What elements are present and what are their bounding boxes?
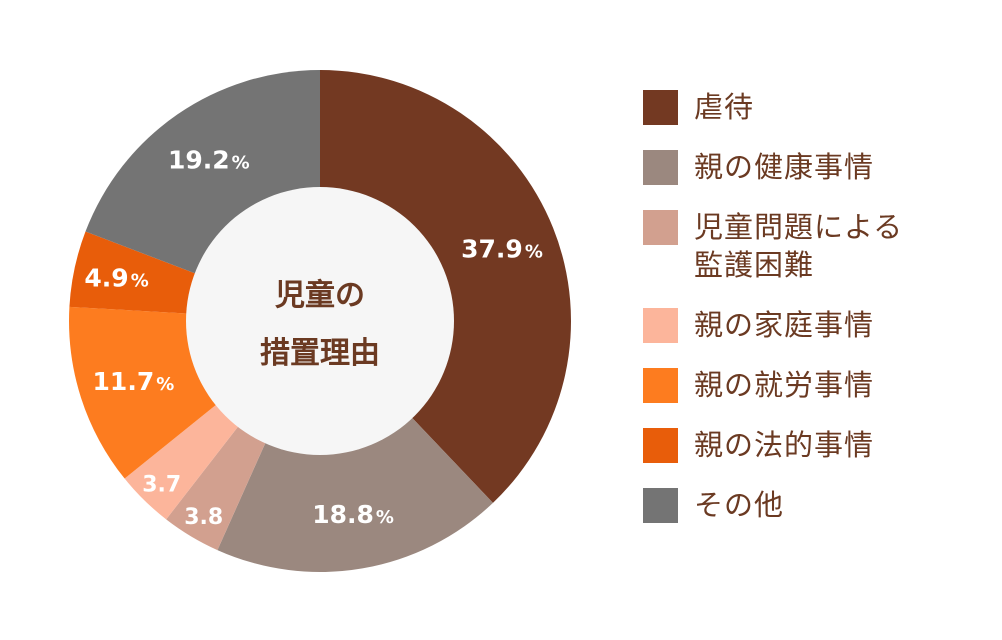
legend-swatch (643, 488, 678, 523)
legend-label: 親の就労事情 (694, 366, 874, 404)
legend-swatch (643, 150, 678, 185)
legend-item-4: 親の家庭事情 (643, 306, 983, 344)
legend-label-line: 虐待 (694, 90, 755, 124)
legend-label-line: 親の家庭事情 (694, 308, 875, 342)
legend-label: その他 (694, 486, 784, 524)
legend-swatch (643, 428, 678, 463)
legend-label-line: 親の法的事情 (694, 428, 875, 462)
legend-label: 親の法的事情 (694, 426, 874, 464)
donut-hole (186, 187, 454, 455)
legend-label: 虐待 (694, 88, 754, 126)
legend: 虐待 親の健康事情 児童問題による 監護困難 親の家庭事情 親の就労事情 親の法的事情 その他 (643, 88, 983, 524)
legend-item-5: 親の就労事情 (643, 366, 983, 404)
legend-swatch (643, 308, 678, 343)
center-label-line-2: 措置理由 (260, 336, 380, 371)
slice-labels: 37.9 % 18.8 % 3.83.7 11.7 % 4.9 % 19.2% (84, 146, 542, 530)
legend-item-1: 虐待 (643, 88, 983, 126)
center-label: 児童の 措置理由 (260, 278, 380, 371)
slice-label-2: 18.8% (312, 500, 394, 529)
legend-item-7: その他 (643, 486, 983, 524)
slice-label-4: 3.7 (142, 472, 181, 497)
slice-label-3: 3.8 (184, 505, 223, 530)
legend-swatch (643, 368, 678, 403)
legend-item-2: 親の健康事情 (643, 148, 983, 186)
legend-item-6: 親の法的事情 (643, 426, 983, 464)
legend-label: 児童問題による 監護困難 (694, 208, 903, 284)
legend-label: 親の健康事情 (694, 148, 874, 186)
slice-label-6: 4.9% (84, 264, 148, 293)
slice-label-7: 19.2% (168, 146, 250, 175)
legend-label-line: 親の健康事情 (694, 150, 875, 184)
legend-label-line: 監護困難 (694, 248, 815, 282)
legend-label-line: 児童問題による (694, 210, 904, 244)
slice-label-1: 37.9% (461, 234, 543, 263)
center-label-line-1: 児童の (275, 278, 365, 313)
legend-swatch (643, 90, 678, 125)
slice-label-5: 11.7% (93, 367, 175, 396)
legend-label: 親の家庭事情 (694, 306, 874, 344)
legend-item-3: 児童問題による 監護困難 (643, 208, 983, 284)
legend-swatch (643, 210, 678, 245)
legend-label-line: その他 (694, 488, 785, 522)
legend-label-line: 親の就労事情 (694, 368, 875, 402)
